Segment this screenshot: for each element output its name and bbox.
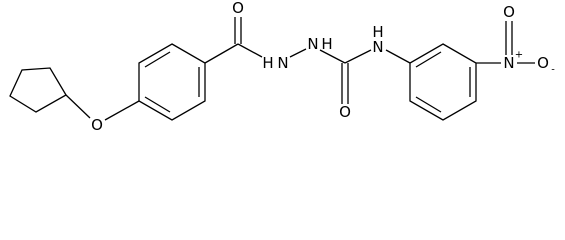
structure-diagram: O O H N N H O H N N + O - O: [9, 0, 555, 134]
bond: [344, 49, 372, 64]
bond: [204, 43, 239, 64]
atom-label: H: [321, 35, 332, 53]
atom-label: O: [503, 3, 515, 21]
cyclopentane-ring: [9, 67, 67, 113]
charge-label: -: [551, 65, 555, 76]
bond: [237, 43, 263, 58]
atom-label: O: [91, 116, 103, 134]
atom-label: O: [339, 103, 351, 121]
atom-label: O: [232, 0, 244, 17]
atom-label: H: [372, 23, 383, 41]
double-bond: [144, 51, 171, 68]
double-bond: [415, 51, 442, 68]
atom-label: H: [262, 54, 273, 72]
double-bond: [415, 96, 442, 113]
bond: [385, 49, 411, 64]
benzene-ring: [138, 43, 206, 121]
bonds: [9, 17, 535, 121]
charge-label: +: [515, 50, 523, 61]
atom-label: N: [503, 54, 514, 72]
bond: [319, 49, 346, 64]
bond: [104, 100, 140, 121]
page: {"atoms": [ {"label": "O"}, {"label": "O…: [9, 0, 556, 134]
double-bond: [144, 96, 171, 113]
bond: [289, 48, 307, 58]
benzene-ring: [409, 43, 477, 121]
atom-label: N: [277, 54, 288, 72]
atom-label: N: [307, 35, 318, 53]
atom-label: O: [537, 54, 549, 72]
bond: [65, 94, 91, 119]
atom-labels: O O H N N H O H N N + O - O: [91, 0, 555, 134]
atom-label: N: [372, 38, 383, 56]
